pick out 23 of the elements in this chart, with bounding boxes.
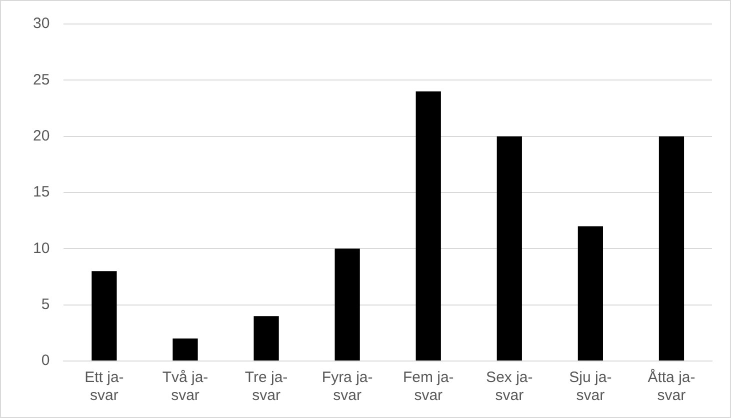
x-tick-label: Ett ja-svar: [84, 369, 124, 404]
y-tick-label: 25: [32, 71, 50, 88]
x-tick-label: Fem ja-svar: [402, 369, 454, 404]
x-tick-label: Sex ja-svar: [486, 369, 533, 404]
x-tick-label: Tre ja-svar: [244, 369, 288, 404]
x-tick-label: Sju ja-svar: [569, 369, 612, 404]
bar: [496, 136, 522, 360]
bar: [658, 136, 684, 360]
x-tick-label: Åtta ja-svar: [648, 368, 696, 404]
bar: [334, 248, 360, 360]
y-tick-label: 0: [41, 352, 50, 370]
x-tick-label: Fyra ja-svar: [322, 369, 373, 404]
bar: [416, 91, 441, 360]
bar: [172, 338, 198, 360]
bar: [578, 226, 603, 360]
bar: [254, 316, 279, 360]
y-tick-label: 5: [41, 296, 50, 313]
y-tick-label: 20: [32, 127, 50, 144]
y-tick-label: 10: [32, 240, 50, 257]
bar: [92, 271, 117, 360]
y-tick-label: 30: [32, 15, 50, 32]
y-tick-label: 15: [32, 184, 50, 201]
x-tick-label: Två ja-svar: [162, 369, 208, 404]
